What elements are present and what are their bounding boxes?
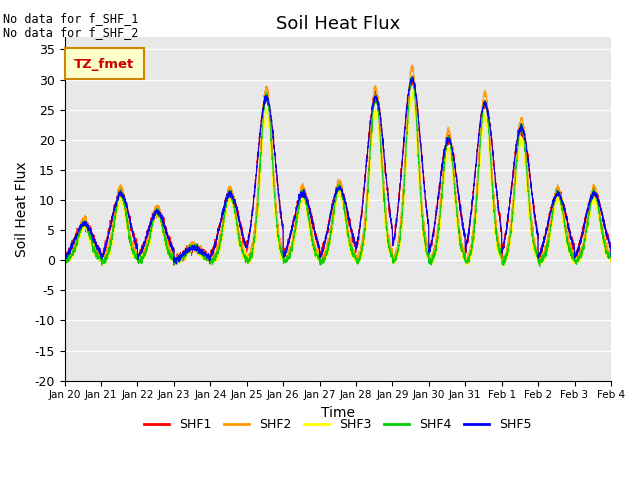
SHF1: [458, 212, 466, 218]
SHF4: [61, 256, 68, 262]
SHF2: [458, 240, 466, 246]
Y-axis label: Soil Heat Flux: Soil Heat Flux: [15, 161, 29, 257]
Line: SHF4: SHF4: [65, 76, 611, 266]
Text: No data for f_SHF_2: No data for f_SHF_2: [3, 26, 139, 39]
SHF3: [591, 191, 598, 196]
SHF4: [563, 237, 571, 242]
SHF3: [61, 253, 68, 259]
X-axis label: Time: Time: [321, 406, 355, 420]
SHF4: [294, 204, 302, 210]
SHF2: [99, 262, 107, 267]
SHF3: [607, 259, 615, 265]
SHF3: [563, 242, 571, 248]
SHF3: [321, 255, 328, 261]
SHF1: [591, 189, 598, 195]
SHF3: [408, 88, 416, 94]
SHF5: [172, 261, 180, 266]
SHF5: [291, 215, 298, 221]
SHF5: [458, 214, 466, 220]
SHF2: [607, 260, 615, 265]
SHF4: [536, 264, 543, 269]
SHF1: [170, 263, 178, 268]
SHF4: [321, 256, 328, 262]
SHF2: [591, 182, 598, 188]
SHF1: [563, 217, 571, 223]
Text: No data for f_SHF_1: No data for f_SHF_1: [3, 12, 139, 25]
SHF2: [408, 62, 415, 68]
SHF5: [61, 255, 68, 261]
Legend: SHF1, SHF2, SHF3, SHF4, SHF5: SHF1, SHF2, SHF3, SHF4, SHF5: [140, 413, 536, 436]
SHF5: [591, 190, 598, 195]
Line: SHF3: SHF3: [65, 91, 611, 267]
SHF3: [295, 211, 303, 217]
SHF5: [607, 254, 615, 260]
SHF1: [321, 238, 328, 244]
SHF2: [321, 248, 328, 254]
SHF5: [563, 216, 571, 221]
SHF2: [563, 228, 571, 234]
SHF5: [321, 244, 328, 250]
SHF5: [295, 196, 303, 202]
SHF2: [295, 197, 303, 203]
Line: SHF1: SHF1: [65, 76, 611, 265]
SHF5: [409, 74, 417, 80]
SHF1: [607, 251, 615, 257]
SHF1: [61, 252, 68, 258]
SHF2: [61, 257, 68, 263]
SHF3: [291, 236, 298, 242]
Title: Soil Heat Flux: Soil Heat Flux: [276, 15, 400, 33]
SHF1: [295, 196, 303, 202]
SHF2: [291, 226, 298, 232]
Line: SHF5: SHF5: [65, 77, 611, 264]
SHF3: [458, 248, 466, 254]
SHF4: [458, 242, 465, 248]
Line: SHF2: SHF2: [65, 65, 611, 264]
SHF4: [591, 189, 598, 195]
SHF4: [408, 73, 415, 79]
SHF3: [99, 264, 107, 270]
SHF1: [291, 217, 298, 223]
SHF4: [291, 233, 298, 239]
SHF1: [409, 73, 417, 79]
SHF4: [607, 253, 615, 259]
